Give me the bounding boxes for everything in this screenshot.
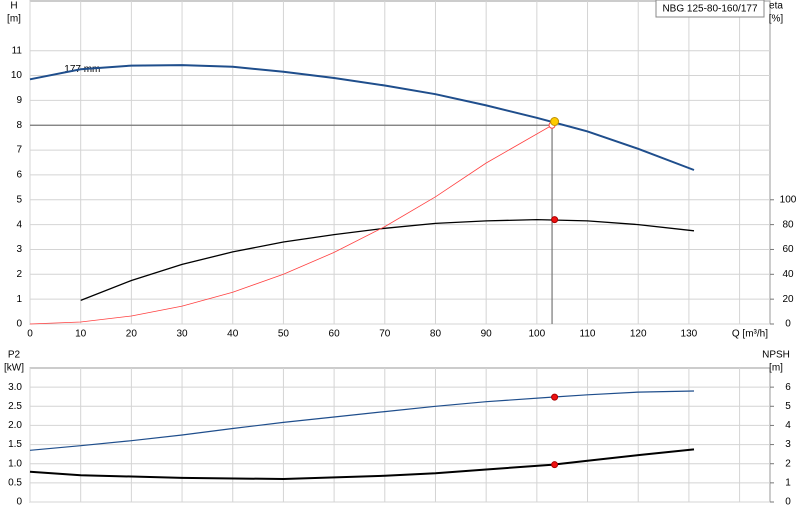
y-axis-label: P2: [8, 350, 21, 361]
operating-point: [551, 461, 559, 469]
x-tick-label: 30: [176, 329, 188, 340]
y2-tick-label: 0: [785, 319, 791, 330]
x-tick-label: 100: [529, 329, 546, 340]
x-axis-label: Q [m³/h]: [732, 329, 768, 340]
y2-tick-label: 1: [785, 477, 791, 488]
curve: [80, 218, 695, 302]
x-tick-label: 40: [227, 329, 239, 340]
y-tick-label: 1.0: [8, 458, 22, 469]
operating-point: [551, 393, 559, 401]
y-tick-label: 0: [16, 497, 22, 508]
y2-tick-label: 6: [785, 382, 791, 393]
plot-frame: [29, 367, 771, 503]
y-tick-label: 2: [16, 269, 22, 280]
curve: [29, 64, 695, 171]
y-tick-label: 5: [16, 194, 22, 205]
y-tick-label: 9: [16, 95, 22, 106]
x-tick-label: 0: [27, 329, 33, 340]
y2-tick-label: 5: [785, 401, 791, 412]
y-axis-label: H: [10, 1, 17, 12]
operating-point: [550, 117, 560, 127]
operating-point: [551, 216, 559, 224]
y-tick-label: 1.5: [8, 439, 22, 450]
y2-axis-label: eta: [769, 1, 783, 12]
y2-axis-label: NPSH: [762, 350, 790, 361]
y2-axis-unit: [%]: [769, 14, 784, 25]
y-tick-label: 8: [16, 120, 22, 131]
y2-tick-label: 60: [782, 244, 794, 255]
curve: [29, 124, 553, 325]
x-tick-label: 90: [481, 329, 493, 340]
x-tick-label: 50: [278, 329, 290, 340]
y-tick-label: 0: [16, 319, 22, 330]
y2-tick-label: 80: [782, 219, 794, 230]
y2-tick-label: 20: [782, 294, 794, 305]
x-tick-label: 120: [630, 329, 647, 340]
y-tick-label: 10: [11, 70, 23, 81]
y2-tick-label: 100: [780, 194, 797, 205]
legend-label: NBG 125-80-160/177: [662, 4, 758, 15]
y-tick-label: 7: [16, 145, 22, 156]
x-tick-label: 130: [681, 329, 698, 340]
curve: [29, 390, 695, 451]
y-tick-label: 4: [16, 219, 22, 230]
x-tick-label: 20: [126, 329, 138, 340]
x-tick-label: 60: [329, 329, 341, 340]
y-axis-unit: [m]: [7, 14, 21, 25]
y-tick-label: 3: [16, 244, 22, 255]
y-axis-unit: [kW]: [4, 363, 24, 374]
x-tick-label: 110: [580, 329, 596, 340]
y2-axis-unit: [m]: [769, 363, 783, 374]
y2-tick-label: 0: [785, 497, 791, 508]
y-tick-label: 0.5: [8, 477, 22, 488]
plot-frame: [29, 0, 771, 325]
y2-tick-label: 40: [782, 269, 794, 280]
y-tick-label: 11: [12, 45, 23, 56]
y2-tick-label: 3: [785, 439, 791, 450]
legend-box: [655, 0, 765, 18]
y-tick-label: 2.5: [8, 401, 22, 412]
y-tick-label: 1: [16, 294, 22, 305]
x-tick-label: 70: [379, 329, 391, 340]
y2-tick-label: 4: [785, 420, 791, 431]
curve: [29, 448, 695, 481]
y-tick-label: 6: [16, 170, 22, 181]
y-tick-label: 3.0: [8, 382, 22, 393]
x-tick-label: 80: [430, 329, 442, 340]
y-tick-label: 2.0: [8, 420, 22, 431]
y2-tick-label: 2: [785, 458, 791, 469]
x-tick-label: 10: [75, 329, 87, 340]
